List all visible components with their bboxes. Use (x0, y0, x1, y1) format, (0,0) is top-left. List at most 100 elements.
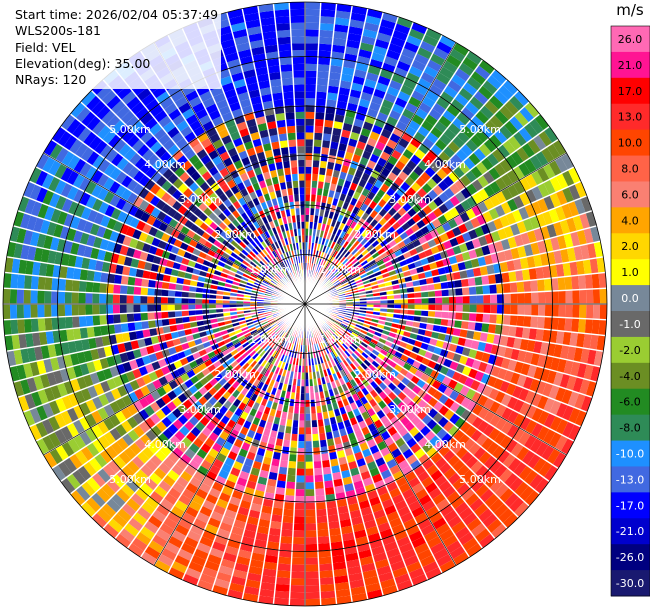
velocity-gate (290, 433, 299, 442)
velocity-gate (432, 275, 441, 284)
velocity-gate (202, 293, 210, 299)
velocity-gate (393, 308, 401, 314)
velocity-gate (337, 254, 344, 262)
velocity-gate (439, 91, 455, 105)
velocity-gate (97, 434, 111, 450)
velocity-gate (260, 232, 268, 241)
velocity-gate (377, 75, 392, 87)
velocity-gate (400, 548, 417, 561)
velocity-gate (458, 161, 471, 175)
velocity-gate (269, 321, 277, 327)
velocity-gate (279, 536, 293, 544)
velocity-gate (29, 231, 40, 247)
velocity-gate (135, 106, 150, 121)
velocity-gate (530, 200, 543, 216)
velocity-gate (352, 75, 366, 86)
velocity-gate (490, 365, 501, 378)
velocity-gate (491, 148, 505, 163)
velocity-gate (218, 377, 228, 387)
velocity-gate (497, 507, 514, 524)
velocity-gate (216, 528, 231, 539)
velocity-gate (356, 321, 364, 327)
velocity-gate (171, 464, 184, 477)
velocity-gate (542, 163, 556, 180)
velocity-gate (41, 173, 55, 190)
velocity-gate (500, 201, 512, 215)
velocity-gate (317, 342, 323, 350)
velocity-gate (381, 498, 395, 509)
velocity-gate (350, 342, 359, 350)
velocity-gate (278, 262, 285, 270)
velocity-gate (325, 338, 332, 346)
velocity-gate (377, 134, 390, 145)
velocity-gate (374, 141, 386, 152)
velocity-gate (487, 242, 498, 255)
velocity-gate (430, 126, 444, 139)
velocity-gate (261, 320, 269, 326)
velocity-gate (272, 334, 280, 342)
velocity-gate (361, 150, 372, 160)
velocity-gate (238, 448, 249, 458)
velocity-gate (235, 215, 245, 224)
velocity-gate (252, 460, 263, 470)
velocity-gate (478, 59, 496, 75)
velocity-gate (60, 425, 74, 442)
velocity-gate (334, 252, 342, 260)
velocity-gate (305, 22, 320, 30)
velocity-gate (348, 355, 356, 363)
velocity-gate (221, 251, 231, 260)
velocity-gate (127, 542, 145, 558)
velocity-gate (414, 488, 429, 501)
velocity-gate (379, 578, 397, 590)
velocity-gate (55, 195, 67, 211)
velocity-gate (215, 352, 225, 361)
velocity-gate (243, 586, 260, 596)
velocity-gate (494, 390, 506, 404)
velocity-gate (523, 469, 539, 486)
velocity-gate (475, 433, 489, 447)
velocity-gate (155, 408, 167, 421)
velocity-gate (345, 559, 361, 569)
velocity-gate (61, 341, 70, 356)
velocity-gate (420, 316, 428, 324)
velocity-gate (417, 77, 432, 90)
velocity-gate (339, 277, 347, 284)
velocity-gate (364, 367, 373, 376)
velocity-gate (279, 270, 285, 278)
velocity-gate (305, 475, 315, 483)
velocity-gate (127, 429, 140, 443)
velocity-gate (232, 569, 248, 580)
velocity-gate (70, 101, 86, 119)
velocity-gate (499, 261, 509, 273)
velocity-gate (450, 73, 467, 88)
velocity-gate (149, 327, 158, 337)
velocity-gate (421, 154, 434, 167)
velocity-gate (238, 348, 247, 356)
velocity-gate (66, 170, 80, 186)
velocity-gate (217, 340, 226, 348)
velocity-gate (263, 238, 271, 247)
velocity-gate (316, 515, 328, 524)
velocity-gate (468, 152, 481, 166)
velocity-gate (167, 108, 182, 121)
velocity-gate (16, 363, 27, 381)
velocity-gate (471, 178, 484, 192)
velocity-gate (86, 115, 101, 132)
velocity-gate (332, 169, 341, 178)
velocity-gate (375, 82, 389, 93)
velocity-gate (542, 329, 551, 343)
velocity-gate (113, 455, 127, 470)
velocity-gate (235, 512, 249, 523)
velocity-gate (66, 366, 77, 381)
velocity-gate (549, 176, 563, 193)
velocity-gate (520, 362, 531, 377)
velocity-gate (236, 331, 244, 339)
velocity-gate (432, 547, 450, 561)
velocity-gate (204, 143, 216, 155)
velocity-gate (35, 153, 50, 170)
velocity-gate (144, 477, 159, 491)
velocity-gate (377, 352, 386, 361)
velocity-gate (163, 492, 178, 506)
velocity-gate (157, 334, 166, 344)
velocity-gate (466, 329, 475, 340)
